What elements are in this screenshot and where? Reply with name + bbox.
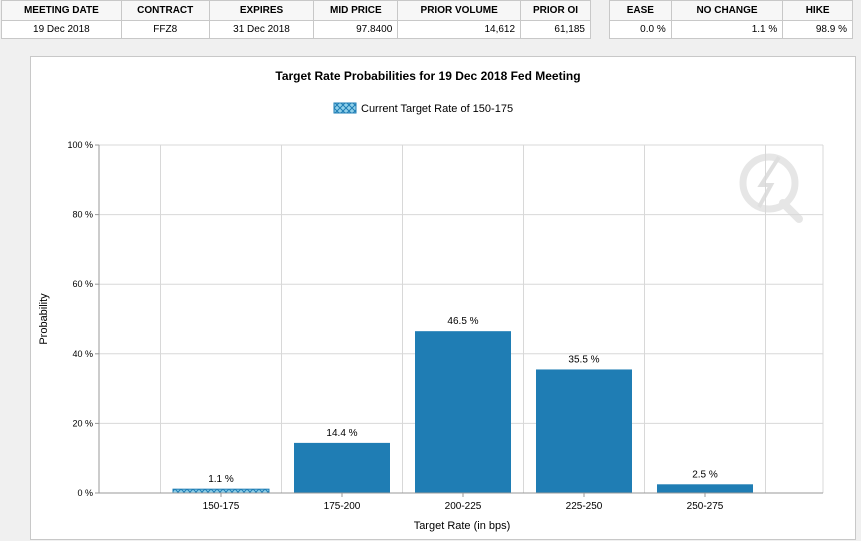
chart-title: Target Rate Probabilities for 19 Dec 201… <box>275 69 580 83</box>
chart-panel: Target Rate Probabilities for 19 Dec 201… <box>30 56 856 540</box>
header-prior-volume: PRIOR VOLUME <box>397 0 522 21</box>
y-tick-label: 0 % <box>77 488 93 498</box>
bar-150-175 <box>172 488 270 494</box>
x-axis-label: Target Rate (in bps) <box>414 520 511 532</box>
bar-225-250 <box>536 369 632 493</box>
bar-175-200 <box>294 442 390 493</box>
value-prior-oi: 61,185 <box>520 20 591 39</box>
value-mid-price: 97.8400 <box>313 20 399 39</box>
y-tick-label: 100 % <box>67 140 93 150</box>
header-ease: EASE <box>609 0 672 21</box>
x-tick-label-250-275: 250-275 <box>687 501 724 512</box>
data-label-175-200: 14.4 % <box>326 428 357 439</box>
legend-label: Current Target Rate of 150-175 <box>361 103 513 115</box>
value-meeting-date: 19 Dec 2018 <box>1 20 122 39</box>
x-tick-label-175-200: 175-200 <box>324 501 361 512</box>
data-label-150-175: 1.1 % <box>208 474 234 485</box>
y-axis-label: Probability <box>38 293 50 345</box>
header-mid-price: MID PRICE <box>313 0 399 21</box>
bars: 1.1 % 14.4 % 46.5 % 35.5 % 2.5 % <box>172 316 753 494</box>
legend-swatch <box>333 102 357 114</box>
axes: 0 % 20 % 40 % 60 % 80 % 100 % 150-175 175-200 20… <box>67 140 823 512</box>
value-contract: FFZ8 <box>120 20 210 39</box>
meeting-info-header-row: MEETING DATE CONTRACT EXPIRES MID PRICE … <box>1 0 591 21</box>
y-tick-label: 80 % <box>72 210 93 220</box>
probability-value-row: 0.0 % 1.1 % 98.9 % <box>609 20 853 39</box>
value-prior-volume: 14,612 <box>397 20 522 39</box>
header-no-change: NO CHANGE <box>670 0 784 21</box>
meeting-info-table: MEETING DATE CONTRACT EXPIRES MID PRICE … <box>1 0 591 39</box>
data-label-200-225: 46.5 % <box>447 316 478 327</box>
probability-summary-table: EASE NO CHANGE HIKE 0.0 % 1.1 % 98.9 % <box>609 0 853 39</box>
value-expires: 31 Dec 2018 <box>208 20 315 39</box>
y-tick-label: 40 % <box>72 349 93 359</box>
value-no-change: 1.1 % <box>670 20 784 39</box>
logo-watermark-icon <box>739 153 803 223</box>
header-contract: CONTRACT <box>120 0 210 21</box>
bar-250-275 <box>657 484 753 493</box>
data-label-250-275: 2.5 % <box>692 469 718 480</box>
bar-200-225 <box>415 331 511 493</box>
meeting-info-value-row: 19 Dec 2018 FFZ8 31 Dec 2018 97.8400 14,… <box>1 20 591 39</box>
probability-chart: Target Rate Probabilities for 19 Dec 201… <box>38 69 824 532</box>
y-tick-label: 60 % <box>72 279 93 289</box>
data-label-225-250: 35.5 % <box>568 354 599 365</box>
x-tick-label-200-225: 200-225 <box>445 501 482 512</box>
header-hike: HIKE <box>782 0 853 21</box>
y-tick-label: 20 % <box>72 418 93 428</box>
header-prior-oi: PRIOR OI <box>520 0 591 21</box>
header-meeting-date: MEETING DATE <box>1 0 122 21</box>
value-ease: 0.0 % <box>609 20 672 39</box>
probability-header-row: EASE NO CHANGE HIKE <box>609 0 853 21</box>
x-tick-label-150-175: 150-175 <box>203 501 240 512</box>
header-expires: EXPIRES <box>208 0 315 21</box>
value-hike: 98.9 % <box>782 20 853 39</box>
x-tick-label-225-250: 225-250 <box>566 501 603 512</box>
